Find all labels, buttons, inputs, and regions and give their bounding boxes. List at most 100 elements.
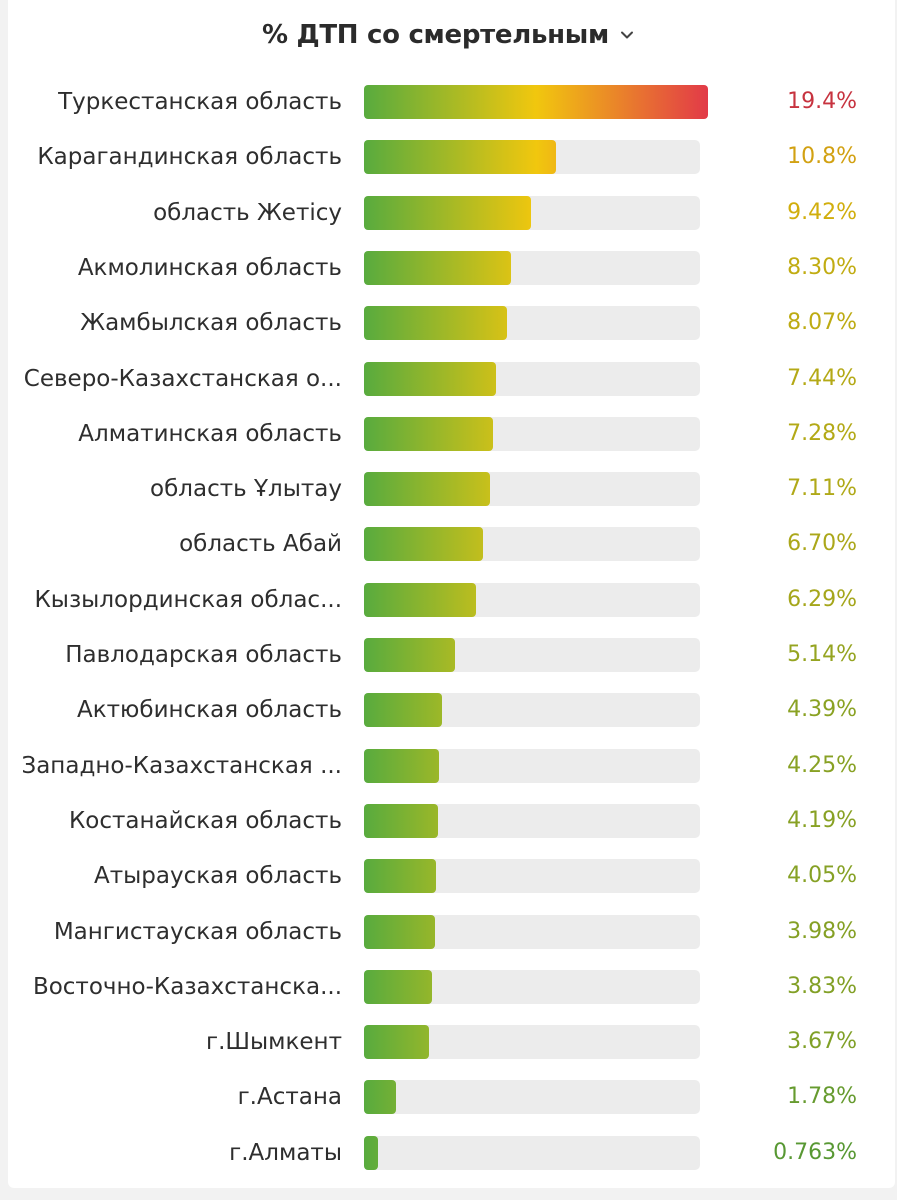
category-label: Павлодарская область: [65, 642, 342, 668]
chevron-down-icon[interactable]: [619, 27, 635, 43]
bar: [364, 859, 436, 894]
bar-track: [364, 638, 700, 672]
chart-header[interactable]: % ДТП со смертельным: [0, 0, 897, 70]
bar-track: [364, 1080, 700, 1115]
bar: [364, 638, 456, 672]
value-label: 10.8%: [787, 144, 857, 170]
value-label: 0.763%: [773, 1139, 857, 1165]
bar-track: [364, 306, 700, 341]
value-label: 4.05%: [787, 863, 857, 889]
bar-row[interactable]: Мангистауская область 3.98%: [0, 914, 897, 955]
value-label: 7.11%: [787, 476, 857, 502]
bar-row[interactable]: область Ұлытау 7.11%: [0, 472, 897, 512]
category-label: Акмолинская область: [77, 254, 342, 281]
category-label: г.Астана: [237, 1084, 342, 1111]
bar-row[interactable]: область Абай 6.70%: [0, 527, 897, 567]
bar-track: [364, 859, 700, 894]
bar-track: [364, 195, 700, 230]
bar: [364, 472, 491, 507]
category-label: Актюбинская область: [77, 697, 342, 724]
bar-track: [364, 969, 700, 1004]
bar: [364, 803, 439, 838]
bar-track: [364, 914, 700, 949]
category-label: Атырауская область: [93, 863, 342, 890]
bar-row[interactable]: г.Шымкент 3.67%: [0, 1025, 897, 1065]
bar-row[interactable]: Северо-Казахстанская о... 7.44%: [0, 361, 897, 402]
value-label: 8.30%: [787, 254, 857, 280]
chart-title: % ДТП со смертельным: [262, 20, 609, 50]
category-label: область Ұлытау: [150, 476, 342, 503]
category-label: Костанайская область: [68, 807, 342, 834]
category-label: Карагандинская область: [37, 144, 342, 171]
category-label: область Жетісу: [153, 199, 342, 226]
bar: [364, 361, 496, 396]
bar: [364, 250, 512, 285]
bar-row[interactable]: Западно-Казахстанская ... 4.25%: [0, 748, 897, 789]
value-label: 6.29%: [787, 586, 857, 612]
bar-track: [364, 1025, 700, 1060]
value-label: 4.25%: [787, 752, 857, 778]
category-label: Восточно-Казахстанска...: [32, 973, 342, 1000]
bar: [364, 1135, 378, 1170]
bar-row[interactable]: область Жетісу 9.42%: [0, 195, 897, 236]
value-label: 9.42%: [787, 199, 857, 225]
category-label: г.Шымкент: [206, 1029, 342, 1056]
bar-row[interactable]: Карагандинская область 10.8%: [0, 140, 897, 180]
value-label: 4.19%: [787, 807, 857, 833]
bar-track: [364, 1135, 700, 1170]
bar: [364, 582, 476, 617]
category-label: г.Алматы: [229, 1139, 342, 1166]
bar-row[interactable]: Костанайская область 4.19%: [0, 803, 897, 844]
category-label: Жамбылская область: [80, 310, 342, 337]
category-label: Алматинская область: [78, 420, 342, 447]
bar-track: [364, 416, 700, 451]
bar-track: [364, 472, 700, 507]
bar-row[interactable]: Актюбинская область 4.39%: [0, 693, 897, 733]
bar-track: [364, 250, 700, 285]
bar-row[interactable]: Кызылординская облас... 6.29%: [0, 582, 897, 623]
bar-track: [364, 582, 700, 617]
bar: [364, 969, 432, 1004]
bar-track: [364, 527, 700, 562]
bar: [364, 306, 508, 341]
bar: [364, 1080, 396, 1115]
bar: [364, 195, 532, 230]
bar-row[interactable]: Павлодарская область 5.14%: [0, 638, 897, 678]
bar-row[interactable]: Акмолинская область 8.30%: [0, 250, 897, 291]
value-label: 19.4%: [787, 89, 857, 114]
category-label: Северо-Казахстанская о...: [23, 365, 342, 392]
bar: [364, 748, 440, 783]
category-label: область Абай: [179, 531, 342, 558]
bar: [364, 1025, 430, 1060]
bar: [364, 140, 556, 175]
bar: [364, 416, 494, 451]
bar-row[interactable]: г.Астана 1.78%: [0, 1080, 897, 1120]
value-label: 3.67%: [787, 1029, 857, 1055]
bar-row[interactable]: Жамбылская область 8.07%: [0, 306, 897, 346]
category-label: Туркестанская область: [58, 89, 342, 115]
value-label: 3.83%: [787, 973, 857, 999]
bar: [364, 527, 483, 562]
bar: [364, 85, 708, 119]
bar-track: [364, 803, 700, 838]
bar-track: [364, 361, 700, 396]
value-label: 1.78%: [787, 1084, 857, 1110]
bar-row[interactable]: Туркестанская область 19.4%: [0, 85, 897, 125]
value-label: 7.44%: [787, 365, 857, 391]
bar-row[interactable]: Алматинская область 7.28%: [0, 416, 897, 457]
bar-track: [364, 85, 708, 119]
bar-row[interactable]: г.Алматы 0.763%: [0, 1135, 897, 1176]
bar-row[interactable]: Восточно-Казахстанска... 3.83%: [0, 969, 897, 1010]
category-label: Кызылординская облас...: [34, 586, 342, 613]
bar-row[interactable]: Атырауская область 4.05%: [0, 859, 897, 899]
bar: [364, 914, 435, 949]
bar-track: [364, 693, 700, 728]
bar-track: [364, 748, 700, 783]
value-label: 3.98%: [787, 918, 857, 944]
value-label: 8.07%: [787, 310, 857, 336]
value-label: 7.28%: [787, 420, 857, 446]
bar-track: [364, 140, 700, 175]
value-label: 4.39%: [787, 697, 857, 723]
bar: [364, 693, 442, 728]
category-label: Западно-Казахстанская ...: [21, 752, 342, 779]
